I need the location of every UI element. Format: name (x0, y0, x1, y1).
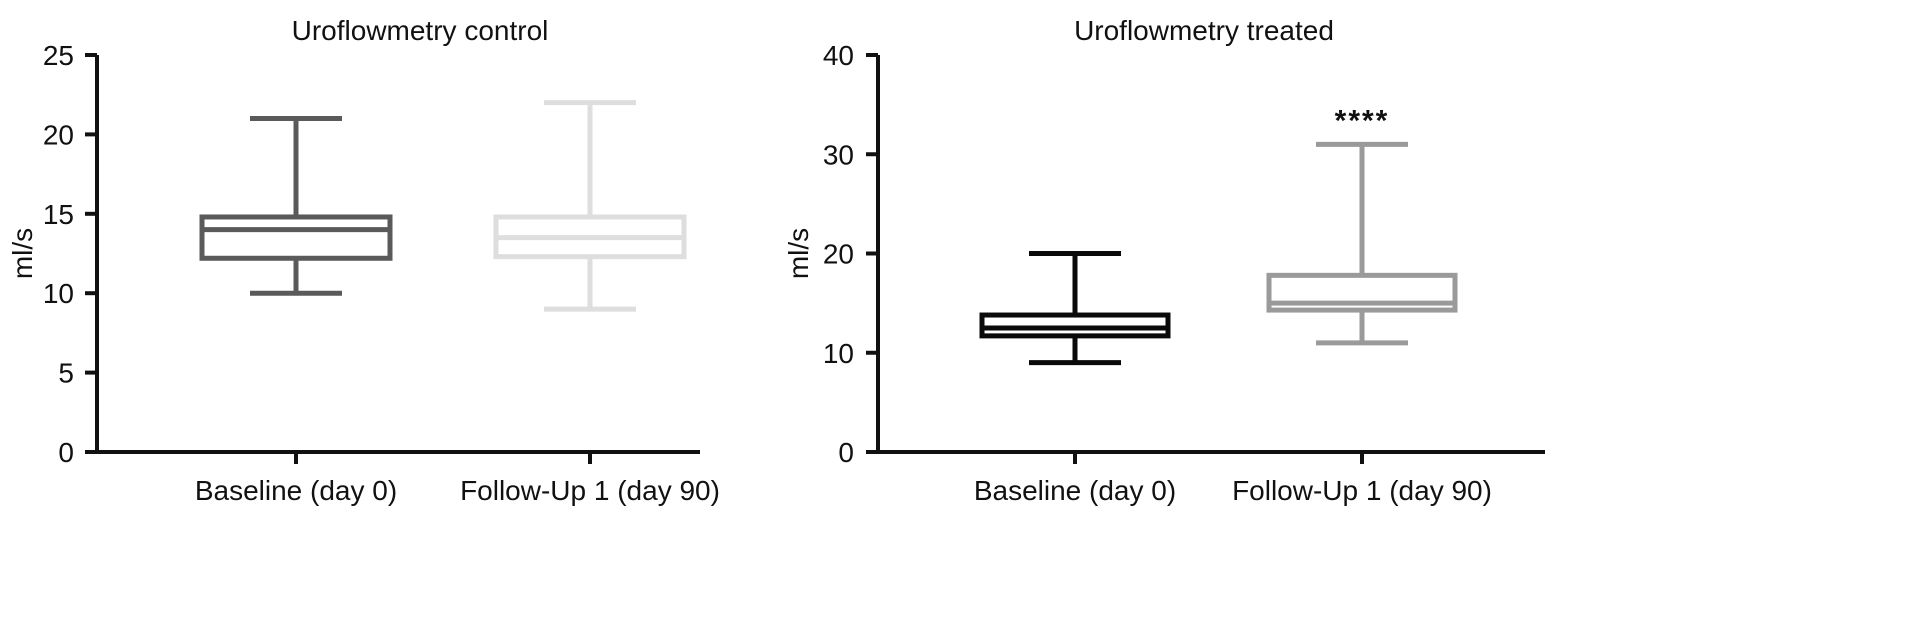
box-plot-2 (493, 100, 687, 312)
box-plot-1 (979, 251, 1171, 366)
y-tick-label: 40 (823, 40, 854, 71)
y-tick-label: 15 (43, 199, 74, 230)
box-plot-2 (1266, 141, 1458, 346)
x-tick-label: Baseline (day 0) (195, 475, 397, 506)
y-axis-label: ml/s (783, 228, 814, 279)
y-tick-label: 25 (43, 40, 74, 71)
box-plot-1 (199, 116, 393, 296)
y-tick-label: 20 (43, 119, 74, 150)
y-tick-label: 20 (823, 239, 854, 270)
y-tick-label: 10 (823, 338, 854, 369)
y-tick-label: 10 (43, 278, 74, 309)
x-tick-label: Follow-Up 1 (day 90) (1232, 475, 1492, 506)
y-axis-label: ml/s (7, 228, 38, 279)
y-tick-label: 5 (58, 358, 74, 389)
y-tick-label: 30 (823, 139, 854, 170)
chart-panel-2: Uroflowmetry treated ml/s 0 10 20 30 40 Baselin… (783, 15, 1545, 506)
iqr-box (199, 214, 393, 261)
x-tick-label: Follow-Up 1 (day 90) (460, 475, 720, 506)
significance-marker: **** (1335, 104, 1390, 137)
chart-title: Uroflowmetry control (292, 15, 549, 46)
y-tick-label: 0 (838, 437, 854, 468)
chart-title: Uroflowmetry treated (1074, 15, 1334, 46)
x-tick-label: Baseline (day 0) (974, 475, 1176, 506)
y-tick-label: 0 (58, 437, 74, 468)
chart-panel-1: Uroflowmetry control ml/s 0 5 10 15 20 25 Baseli… (7, 15, 720, 506)
